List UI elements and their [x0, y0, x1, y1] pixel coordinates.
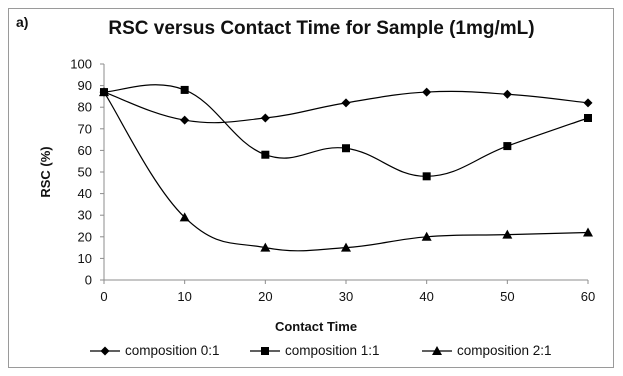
y-tick-label: 10 — [78, 251, 92, 266]
y-tick-label: 60 — [78, 143, 92, 158]
y-tick-label: 40 — [78, 186, 92, 201]
series-line — [103, 91, 589, 252]
triangle-point — [179, 212, 190, 222]
y-tick-label: 80 — [78, 100, 92, 115]
y-tick-label: 0 — [85, 273, 92, 288]
legend-diamond-marker — [100, 346, 110, 356]
legend-item: composition 2:1 — [422, 343, 552, 358]
panel-label: a) — [16, 14, 29, 30]
diamond-point — [180, 115, 190, 125]
triangle-point — [341, 242, 351, 252]
x-tick-label: 10 — [177, 289, 191, 304]
legend-label: composition 2:1 — [457, 343, 552, 358]
diamond-point — [422, 87, 432, 97]
x-tick-label: 50 — [500, 289, 514, 304]
triangle-point — [583, 227, 593, 237]
axes: 0 10 20 30 40 50 60 70 80 90 100 0 10 20 30 40 50 60 Conta… — [38, 57, 595, 335]
y-tick-label: 100 — [70, 57, 92, 72]
legend-label: composition 1:1 — [285, 343, 380, 358]
x-axis-title: Contact Time — [275, 319, 357, 334]
x-tick-label: 30 — [339, 289, 353, 304]
square-point — [261, 150, 270, 159]
square-point — [180, 85, 189, 94]
y-tick-label: 90 — [78, 78, 92, 93]
x-tick-label: 0 — [100, 289, 107, 304]
legend-square-marker — [261, 347, 269, 355]
legend-item: composition 0:1 — [90, 343, 220, 358]
square-point — [503, 142, 512, 151]
triangle-point — [260, 242, 271, 252]
triangle-point — [502, 229, 513, 239]
series-layer — [99, 84, 593, 252]
legend: composition 0:1 composition 1:1 compositio… — [90, 343, 552, 358]
y-tick-label: 30 — [78, 208, 92, 223]
legend-label: composition 0:1 — [125, 343, 220, 358]
chart-frame — [8, 8, 614, 368]
square-point — [342, 144, 350, 153]
legend-triangle-marker — [432, 346, 442, 355]
diamond-point — [341, 98, 351, 108]
series-triangle — [99, 87, 593, 252]
triangle-point — [421, 231, 432, 241]
y-axis-title: RSC (%) — [38, 146, 53, 197]
triangle-point — [99, 87, 109, 97]
y-tick-label: 50 — [78, 165, 92, 180]
diamond-point — [502, 89, 512, 99]
diamond-point — [260, 113, 270, 123]
x-tick-label: 40 — [419, 289, 433, 304]
x-tick-label: 20 — [258, 289, 272, 304]
square-point — [584, 114, 592, 122]
y-tick-label: 20 — [78, 229, 92, 244]
series-diamond — [99, 87, 593, 125]
y-tick-label: 70 — [78, 121, 92, 136]
x-tick-label: 60 — [581, 289, 595, 304]
diamond-point — [583, 98, 593, 108]
chart-title: RSC versus Contact Time for Sample (1mg/… — [108, 18, 535, 39]
legend-item: composition 1:1 — [250, 343, 380, 358]
square-point — [422, 172, 431, 181]
